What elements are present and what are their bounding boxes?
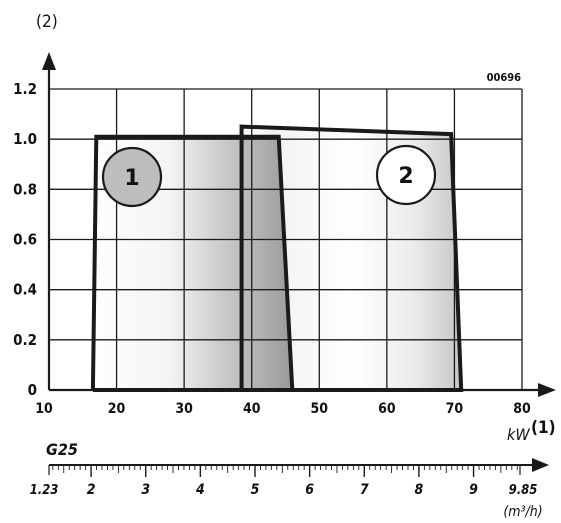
gas-tick-label: 3 (141, 482, 150, 498)
gas-scale-arrow (532, 458, 549, 472)
gas-tick-label: 8 (415, 482, 424, 498)
gas-scale-name: G25 (46, 440, 78, 459)
x-tick-label: 20 (108, 401, 126, 417)
y-tick-label: 1.2 (13, 80, 37, 98)
gas-start-label: 1.23 (30, 483, 59, 498)
series-1-label: 1 (124, 166, 139, 191)
y-tick-label: 0.2 (13, 331, 37, 349)
x-tick-label: 50 (311, 401, 329, 417)
gas-tick-label: 6 (305, 482, 314, 498)
y-tick-label: 0.8 (13, 180, 37, 198)
x-tick-labels: 10 20 30 40 50 60 70 80 (35, 401, 531, 417)
gas-tick-label: 2 (87, 482, 96, 498)
x-tick-label: 80 (513, 401, 531, 417)
x-axis-unit: kW (507, 425, 530, 444)
y-tick-label: 0 (28, 381, 37, 399)
y-tick-label: 0.6 (13, 231, 37, 249)
series-2-label: 2 (398, 164, 413, 189)
series-2-circle (375, 144, 437, 206)
gas-scale-unit: (m³/h) (503, 504, 542, 520)
x-tick-label: 60 (378, 401, 396, 417)
x-tick-label: 10 (35, 401, 53, 417)
y-tick-label: 1.0 (13, 130, 37, 148)
y-tick-label: 0.4 (13, 281, 37, 299)
y-tick-labels: 0 0.2 0.4 0.6 0.8 1.0 1.2 (13, 80, 37, 399)
x-axis-marker: (1) (531, 418, 556, 438)
x-tick-label: 70 (446, 401, 464, 417)
gas-end-label: 9.85 (509, 483, 538, 498)
y-axis-label: (2) (36, 12, 58, 32)
grid (49, 88, 523, 390)
series-1-circle (101, 146, 163, 208)
x-axis-arrow (538, 383, 556, 397)
gas-tick-label: 5 (251, 482, 260, 498)
x-tick-label: 40 (243, 401, 261, 417)
gas-scale: 2 3 4 5 6 7 8 9 1.23 9.85 (30, 458, 549, 498)
y-axis-arrow (42, 52, 56, 70)
gas-tick-label: 7 (360, 482, 369, 498)
gas-tick-label: 4 (196, 482, 205, 498)
chart-code: 00696 (487, 71, 522, 84)
gas-tick-label: 9 (469, 482, 478, 498)
x-tick-label: 30 (175, 401, 193, 417)
